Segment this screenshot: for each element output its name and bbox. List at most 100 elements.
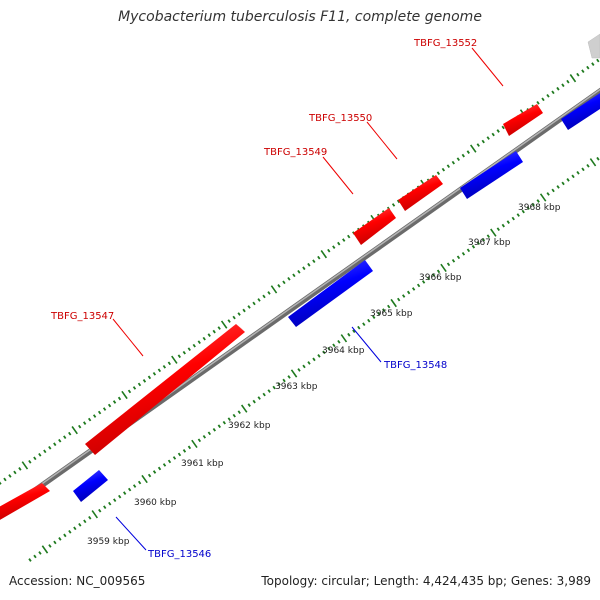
kbp-label: 3968 kbp <box>518 203 561 213</box>
minor-tick <box>586 65 590 70</box>
minor-tick <box>347 234 351 239</box>
major-tick <box>270 285 278 294</box>
minor-tick <box>107 403 112 408</box>
minor-tick <box>83 519 87 524</box>
minor-tick <box>551 90 555 95</box>
minor-tick <box>48 544 52 548</box>
kbp-label: 3966 kbp <box>419 273 462 283</box>
minor-tick <box>237 410 241 414</box>
minor-tick <box>87 417 92 422</box>
minor-tick <box>0 481 2 485</box>
minor-tick <box>222 420 226 425</box>
gene-reverse-partial[interactable] <box>561 93 600 130</box>
minor-tick <box>396 199 401 204</box>
accession-text: Accession: NC_009565 <box>9 574 146 588</box>
minor-tick <box>342 238 346 242</box>
kbp-label: 3963 kbp <box>275 382 318 392</box>
minor-tick <box>137 382 142 387</box>
gene-track[interactable] <box>0 33 600 521</box>
minor-tick <box>481 237 486 242</box>
minor-tick <box>123 491 127 495</box>
major-tick <box>21 461 29 470</box>
minor-tick <box>127 487 132 492</box>
gene-TBFG_13546[interactable] <box>73 470 108 502</box>
major-tick <box>539 193 547 202</box>
minor-tick <box>162 463 167 467</box>
minor-tick <box>232 315 236 320</box>
minor-tick <box>83 421 87 425</box>
gene-TBFG_13548[interactable] <box>288 260 373 327</box>
gene-labels: TBFG_13547 TBFG_13549 TBFG_13550 TBFG_13… <box>50 38 477 560</box>
minor-tick <box>118 494 122 499</box>
gene-TBFG_13552[interactable] <box>503 104 543 136</box>
minor-tick <box>481 139 485 144</box>
minor-tick <box>33 554 37 559</box>
minor-tick <box>192 343 196 348</box>
minor-tick <box>242 308 246 313</box>
gene-TBFG_13549[interactable] <box>353 208 396 245</box>
minor-tick <box>312 357 316 362</box>
minor-tick <box>172 456 177 460</box>
gene-forward-partial[interactable] <box>0 483 50 521</box>
minor-tick <box>416 283 421 288</box>
minor-tick <box>272 385 276 390</box>
minor-tick <box>406 290 411 295</box>
minor-tick <box>63 435 67 440</box>
major-tick <box>141 474 148 484</box>
minor-tick <box>68 530 72 534</box>
minor-tick <box>436 171 441 176</box>
minor-tick <box>347 332 351 337</box>
minor-tick <box>287 375 291 379</box>
kbp-label: 3967 kbp <box>468 238 511 248</box>
minor-tick <box>421 280 426 284</box>
gene-other[interactable] <box>587 33 600 59</box>
minor-tick <box>152 372 157 376</box>
major-tick <box>171 355 178 364</box>
minor-tick <box>162 364 167 369</box>
minor-tick <box>267 389 271 393</box>
minor-tick <box>38 551 42 555</box>
minor-tick <box>182 350 186 355</box>
minor-tick <box>327 346 331 351</box>
gene-label-TBFG_13550: TBFG_13550 <box>308 113 372 124</box>
major-tick <box>440 263 447 273</box>
minor-tick <box>177 452 182 457</box>
minor-tick <box>541 97 545 102</box>
kbp-labels: 3959 kbp 3960 kbp 3961 kbp 3962 kbp 3963… <box>87 203 561 547</box>
minor-tick <box>88 515 92 520</box>
gene-TBFG_13547[interactable] <box>85 324 245 455</box>
minor-tick <box>531 202 535 207</box>
minor-tick <box>596 58 600 63</box>
minor-tick <box>43 449 47 454</box>
gene-TBFG_13550[interactable] <box>398 175 443 211</box>
minor-tick <box>53 540 57 545</box>
minor-tick <box>277 382 281 386</box>
minor-tick <box>456 255 461 260</box>
minor-tick <box>3 477 7 482</box>
minor-tick <box>157 466 162 471</box>
minor-tick <box>132 484 137 488</box>
minor-tick <box>257 298 261 302</box>
minor-tick <box>177 354 181 359</box>
minor-tick <box>377 311 381 316</box>
gene-reverse-unlabeled[interactable] <box>460 151 523 199</box>
minor-tick <box>78 522 82 527</box>
minor-tick <box>252 399 256 404</box>
minor-tick <box>227 319 231 323</box>
kbp-label: 3959 kbp <box>87 537 130 547</box>
minor-tick <box>332 343 336 348</box>
minor-tick <box>476 143 480 147</box>
gene-label-TBFG_13546: TBFG_13546 <box>147 549 211 560</box>
minor-tick <box>63 533 67 538</box>
minor-tick <box>103 505 107 510</box>
minor-tick <box>337 339 341 344</box>
minor-tick <box>8 474 12 478</box>
minor-tick <box>317 255 321 260</box>
kbp-label: 3962 kbp <box>228 421 271 431</box>
minor-tick <box>466 150 470 154</box>
minor-tick <box>152 470 157 474</box>
minor-tick <box>536 101 540 105</box>
minor-tick <box>113 498 117 502</box>
minor-tick <box>13 470 17 475</box>
